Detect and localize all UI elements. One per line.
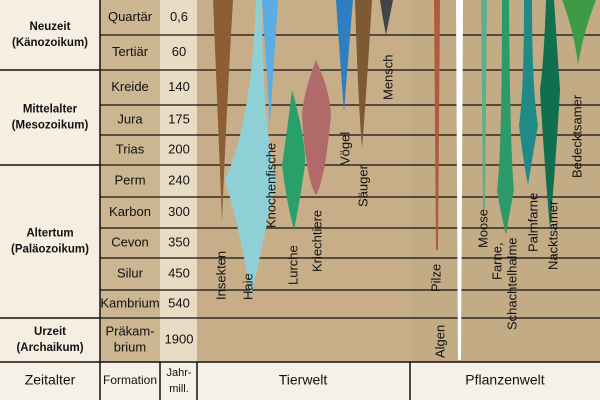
spindle xyxy=(355,0,372,148)
animal-label: Kriechtiere xyxy=(309,210,324,272)
formation-age: 140 xyxy=(168,79,190,94)
formation-age: 300 xyxy=(168,204,190,219)
animal-label: Mensch xyxy=(380,54,395,100)
spindle xyxy=(302,60,331,195)
plant-label: Nacktsamer xyxy=(545,200,560,270)
formation-name: Kreide xyxy=(111,79,149,94)
formation-name: Jura xyxy=(117,111,143,126)
formation-name: Tertiär xyxy=(112,44,149,59)
spindle xyxy=(519,0,538,185)
formation-name: Cevon xyxy=(111,234,149,249)
spindle xyxy=(434,0,440,250)
formation-column xyxy=(100,0,160,362)
spindle xyxy=(336,0,353,112)
animal-label: Knochenfische xyxy=(263,143,278,228)
spindle xyxy=(456,0,463,360)
plant-label: Farne, xyxy=(489,242,504,280)
header-label: Tierwelt xyxy=(279,372,328,388)
labels: Insekten Haie Knochenfische Lurche Kriec… xyxy=(213,54,584,358)
spindle xyxy=(562,0,596,65)
animal-label: Lurche xyxy=(285,245,300,285)
formation-age: 240 xyxy=(168,172,190,187)
animal-label: Insekten xyxy=(213,251,228,300)
header-label: mill. xyxy=(169,383,189,395)
spindle xyxy=(282,90,306,230)
spindle xyxy=(481,0,487,210)
plant-label: Palmfarne xyxy=(525,193,540,252)
plant-label: Schachtelhalme xyxy=(504,238,519,331)
formation-age: 175 xyxy=(168,111,190,126)
formation-name: Trias xyxy=(116,141,145,156)
plant-label: Moose xyxy=(475,209,490,248)
formation-name: Silur xyxy=(117,265,144,280)
animal-label: Säuger xyxy=(355,164,370,207)
spindle xyxy=(380,0,393,35)
formation-name: Perm xyxy=(114,172,145,187)
plant-label: Algen xyxy=(432,325,447,358)
spindle xyxy=(540,0,560,230)
spindle xyxy=(497,0,514,235)
header-label: Formation xyxy=(103,373,157,387)
animal-label: Vögel xyxy=(337,132,352,165)
formation-age: 350 xyxy=(168,234,190,249)
header-label: Zeitalter xyxy=(25,372,76,388)
formation-age: 200 xyxy=(168,141,190,156)
formation-age: 1900 xyxy=(165,331,194,346)
formation-age: 540 xyxy=(168,295,190,310)
header-label: Pflanzenwelt xyxy=(465,372,544,388)
formation-name: brium xyxy=(114,339,147,354)
spindles xyxy=(213,0,596,360)
plant-label: Bedecktsamer xyxy=(569,94,584,178)
era-subtitle: (Känozoikum) xyxy=(12,37,88,49)
era-name: Neuzeit xyxy=(30,21,71,33)
era-name: Mittelalter xyxy=(23,104,78,116)
era-name: Altertum xyxy=(26,228,73,240)
formation-name: Präkam- xyxy=(105,323,154,338)
era-column xyxy=(0,0,100,362)
era-subtitle: (Mesozoikum) xyxy=(12,120,89,132)
spindle xyxy=(213,0,233,222)
era-name: Urzeit xyxy=(34,326,66,338)
spindle xyxy=(225,0,276,296)
era-subtitle: (Archaikum) xyxy=(16,342,83,354)
plant-label: Pilze xyxy=(428,264,443,292)
header-label: Jahr- xyxy=(166,367,191,379)
rows: Quartär 0,6 Tertiär 60 Kreide 140 Jura 175 Trias… xyxy=(0,9,600,354)
formation-name: Karbon xyxy=(109,204,151,219)
animal-label: Haie xyxy=(240,273,255,300)
formation-name: Kambrium xyxy=(100,295,159,310)
formation-age: 0,6 xyxy=(170,9,188,24)
years-column xyxy=(160,0,197,362)
formation-age: 60 xyxy=(172,44,186,59)
era-subtitle: (Paläozoikum) xyxy=(11,244,89,256)
formation-age: 450 xyxy=(168,265,190,280)
formation-name: Quartär xyxy=(108,9,153,24)
spindle xyxy=(262,0,278,125)
